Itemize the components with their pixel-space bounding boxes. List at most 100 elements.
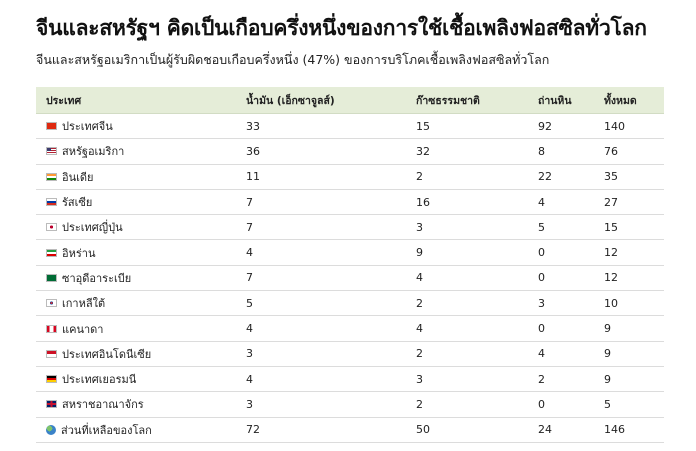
country-name: สหรัฐอเมริกา xyxy=(62,145,125,159)
iran-flag-icon xyxy=(46,248,57,257)
gas-value: 50 xyxy=(416,423,430,437)
country-cell: ประเทศเยอรมนี xyxy=(46,367,136,391)
total-value: 12 xyxy=(604,271,618,285)
oil-value: 5 xyxy=(246,296,253,310)
country-cell: สหรัฐอเมริกา xyxy=(46,139,124,163)
header-total: ทั้งหมด xyxy=(604,94,637,107)
gas-value: 2 xyxy=(416,397,423,411)
oil-value: 4 xyxy=(246,372,253,386)
coal-value: 24 xyxy=(538,423,552,437)
header-country: ประเทศ xyxy=(46,94,82,107)
total-value: 35 xyxy=(604,170,618,184)
oil-value: 11 xyxy=(246,170,260,184)
country-cell: ซาอุดีอาระเบีย xyxy=(46,266,131,290)
total-value: 27 xyxy=(604,195,618,209)
chart-subtitle: จีนและสหรัฐอเมริกาเป็นผู้รับผิดชอบเกือบค… xyxy=(36,52,550,67)
russia-flag-icon xyxy=(46,198,57,207)
oil-value: 36 xyxy=(246,144,260,158)
oil-value: 72 xyxy=(246,423,260,437)
table-row: อินเดีย 11 2 22 35 xyxy=(36,165,664,190)
oil-value: 4 xyxy=(246,322,253,336)
saudi-arabia-flag-icon xyxy=(46,273,57,282)
oil-value: 4 xyxy=(246,246,253,260)
table-body: ประเทศจีน 33 15 92 140 สหรัฐอเมริกา 36 32 8 76 อิน… xyxy=(36,114,664,443)
country-name: ประเทศเยอรมนี xyxy=(62,373,137,387)
india-flag-icon xyxy=(46,172,57,181)
oil-value: 7 xyxy=(246,220,253,234)
fossil-fuel-table: ประเทศ น้ำมัน (เอ็กซาจูลส์) ก๊าซธรรมชาติ… xyxy=(36,87,664,443)
country-cell: ประเทศญี่ปุ่น xyxy=(46,215,123,239)
table-header-row: ประเทศ น้ำมัน (เอ็กซาจูลส์) ก๊าซธรรมชาติ… xyxy=(36,87,664,114)
table-row: อิหร่าน 4 9 0 12 xyxy=(36,240,664,266)
country-name: ประเทศญี่ปุ่น xyxy=(62,221,123,235)
total-value: 9 xyxy=(604,322,611,336)
gas-value: 16 xyxy=(416,195,430,209)
gas-value: 2 xyxy=(416,296,423,310)
header-gas: ก๊าซธรรมชาติ xyxy=(416,94,480,107)
country-name: แคนาดา xyxy=(62,322,104,336)
oil-value: 33 xyxy=(246,119,260,133)
oil-value: 7 xyxy=(246,271,253,285)
table-row: สหรัฐอเมริกา 36 32 8 76 xyxy=(36,139,664,165)
table-row: สหราชอาณาจักร 3 2 0 5 xyxy=(36,392,664,418)
country-name: เกาหลีใต้ xyxy=(62,297,106,311)
country-cell: รัสเซีย xyxy=(46,190,92,214)
germany-flag-icon xyxy=(46,375,57,384)
table-row: ประเทศเยอรมนี 4 3 2 9 xyxy=(36,367,664,393)
country-name: ส่วนที่เหลือของโลก xyxy=(61,423,152,437)
country-cell: แคนาดา xyxy=(46,316,103,340)
total-value: 12 xyxy=(604,246,618,260)
table-row: ซาอุดีอาระเบีย 7 4 0 12 xyxy=(36,266,664,292)
gas-value: 9 xyxy=(416,246,423,260)
total-value: 146 xyxy=(604,423,625,437)
header-oil: น้ำมัน (เอ็กซาจูลส์) xyxy=(246,94,335,107)
table-row: แคนาดา 4 4 0 9 xyxy=(36,316,664,342)
canada-flag-icon xyxy=(46,324,57,333)
country-cell: สหราชอาณาจักร xyxy=(46,392,144,416)
coal-value: 8 xyxy=(538,144,545,158)
south-korea-flag-icon xyxy=(46,299,57,308)
table-row: ประเทศญี่ปุ่น 7 3 5 15 xyxy=(36,215,664,241)
table-row: ประเทศอินโดนีเซีย 3 2 4 9 xyxy=(36,342,664,367)
country-name: อินเดีย xyxy=(62,170,94,184)
coal-value: 92 xyxy=(538,119,552,133)
coal-value: 0 xyxy=(538,271,545,285)
coal-value: 3 xyxy=(538,296,545,310)
header-coal: ถ่านหิน xyxy=(538,94,572,107)
chart-title: จีนและสหรัฐฯ คิดเป็นเกือบครึ่งหนึ่งของกา… xyxy=(36,16,647,40)
total-value: 5 xyxy=(604,397,611,411)
gas-value: 4 xyxy=(416,271,423,285)
gas-value: 32 xyxy=(416,144,430,158)
gas-value: 15 xyxy=(416,119,430,133)
country-name: ซาอุดีอาระเบีย xyxy=(62,271,132,285)
total-value: 140 xyxy=(604,119,625,133)
gas-value: 2 xyxy=(416,170,423,184)
country-name: รัสเซีย xyxy=(62,196,93,210)
coal-value: 0 xyxy=(538,246,545,260)
total-value: 15 xyxy=(604,220,618,234)
gas-value: 3 xyxy=(416,220,423,234)
coal-value: 0 xyxy=(538,322,545,336)
total-value: 9 xyxy=(604,372,611,386)
globe-icon xyxy=(46,424,56,435)
country-cell: อินเดีย xyxy=(46,165,93,189)
oil-value: 7 xyxy=(246,195,253,209)
oil-value: 3 xyxy=(246,347,253,361)
country-name: สหราชอาณาจักร xyxy=(62,398,144,412)
total-value: 76 xyxy=(604,144,618,158)
table-row: เกาหลีใต้ 5 2 3 10 xyxy=(36,291,664,317)
country-name: อิหร่าน xyxy=(62,246,96,260)
table-row: ประเทศจีน 33 15 92 140 xyxy=(36,114,664,140)
table-row: ส่วนที่เหลือของโลก 72 50 24 146 xyxy=(36,418,664,443)
total-value: 10 xyxy=(604,296,618,310)
country-name: ประเทศจีน xyxy=(62,120,113,134)
total-value: 9 xyxy=(604,347,611,361)
usa-flag-icon xyxy=(46,147,57,156)
country-cell: อิหร่าน xyxy=(46,240,95,264)
country-name: ประเทศอินโดนีเซีย xyxy=(62,347,152,361)
uk-flag-icon xyxy=(46,400,57,409)
oil-value: 3 xyxy=(246,397,253,411)
japan-flag-icon xyxy=(46,223,57,232)
coal-value: 5 xyxy=(538,220,545,234)
gas-value: 2 xyxy=(416,347,423,361)
